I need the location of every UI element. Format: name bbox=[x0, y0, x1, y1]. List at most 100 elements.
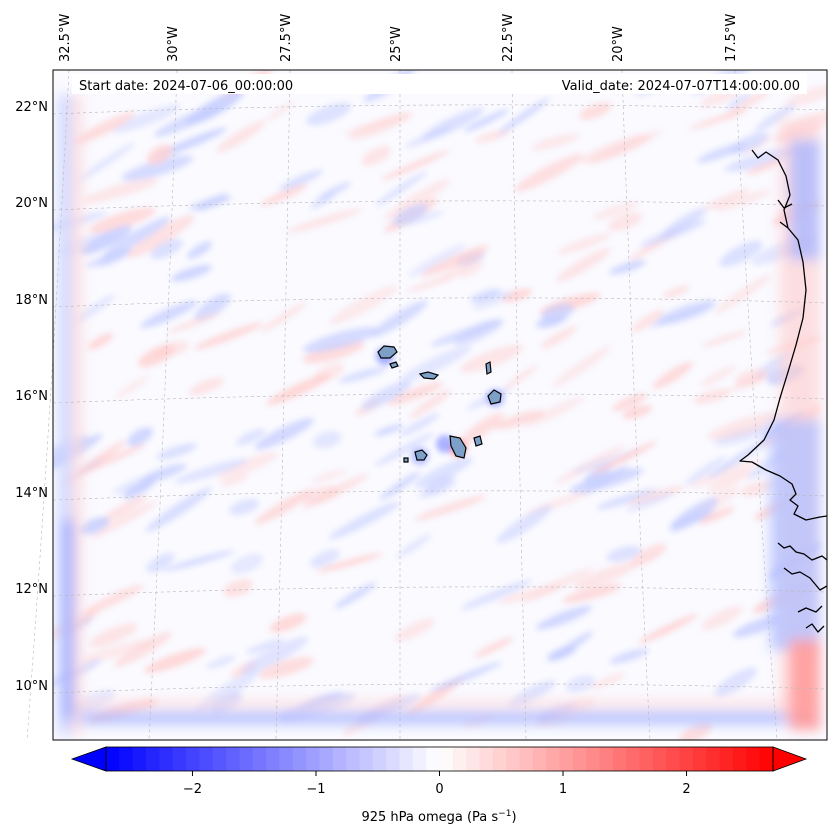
descent-streak bbox=[552, 346, 612, 388]
ascent-streak bbox=[102, 216, 171, 258]
descent-streak bbox=[381, 150, 450, 181]
colorbar-ticks: −2 −1 0 1 2 bbox=[183, 771, 691, 797]
descent-streak bbox=[707, 469, 754, 493]
colorbar-cell bbox=[106, 747, 120, 771]
ascent-streak bbox=[536, 605, 592, 630]
descent-streak bbox=[540, 326, 577, 349]
colorbar-cell bbox=[639, 747, 654, 771]
ascent-streak bbox=[399, 413, 440, 437]
start-date-text: Start date: 2024-07-06_00:00:00 bbox=[79, 79, 293, 94]
descent-streak bbox=[593, 201, 639, 220]
ascent-streak bbox=[306, 102, 351, 126]
colorbar-cell bbox=[746, 747, 761, 771]
ascent-streak bbox=[392, 203, 428, 226]
ascent-streak bbox=[399, 345, 472, 383]
meridian-line bbox=[148, 69, 178, 741]
descent-streak bbox=[144, 648, 206, 673]
descent-streak bbox=[167, 312, 221, 334]
descent-streak bbox=[693, 388, 732, 404]
ascent-streak bbox=[127, 427, 153, 447]
lon-label-22.5W: 22.5°W bbox=[501, 14, 516, 62]
ascent-streak bbox=[79, 516, 110, 535]
ascent-streak bbox=[374, 424, 404, 436]
colorbar-label-exponent: −1 bbox=[498, 809, 511, 819]
descent-streak bbox=[387, 382, 444, 406]
descent-streak bbox=[629, 543, 667, 567]
coast-detail-north bbox=[777, 199, 793, 229]
ascent-streak bbox=[625, 492, 675, 512]
descent-streak bbox=[260, 302, 307, 333]
colorbar-cell bbox=[559, 747, 574, 771]
ascent-streak bbox=[453, 318, 503, 346]
descent-streak bbox=[217, 451, 279, 480]
descent-streak bbox=[502, 288, 532, 303]
ascent-streak bbox=[150, 239, 183, 259]
descent-streak bbox=[302, 485, 341, 504]
colorbar-cells bbox=[106, 747, 774, 771]
lon-label-20W: 20°W bbox=[611, 26, 626, 62]
colorbar-cell bbox=[306, 747, 320, 771]
descent-streak bbox=[707, 411, 784, 440]
colorbar-cell bbox=[666, 747, 681, 771]
descent-streak bbox=[127, 214, 195, 258]
colorbar-cell bbox=[586, 747, 600, 771]
descent-streak bbox=[662, 285, 690, 299]
descent-streak bbox=[631, 309, 665, 332]
descent-streak bbox=[90, 501, 158, 539]
ascent-streak bbox=[194, 293, 231, 322]
descent-streak bbox=[746, 159, 783, 175]
ascent-streak bbox=[640, 219, 707, 247]
descent-streak bbox=[525, 396, 585, 427]
lon-label-27.5W: 27.5°W bbox=[279, 14, 294, 62]
ascent-streak bbox=[241, 636, 308, 674]
colorbar-cell bbox=[652, 747, 667, 771]
descent-streak bbox=[689, 459, 762, 488]
descent-streak bbox=[608, 212, 643, 232]
colorbar-cell bbox=[386, 747, 400, 771]
ascent-streak bbox=[609, 648, 649, 664]
parallel-line bbox=[52, 490, 828, 501]
descent-streak bbox=[219, 473, 249, 487]
descent-streak bbox=[715, 189, 771, 211]
island-omega-anomaly bbox=[436, 435, 454, 453]
descent-streak bbox=[700, 365, 736, 387]
map-frame bbox=[52, 69, 828, 741]
ascent-streak bbox=[460, 579, 533, 610]
coast-islands-south bbox=[797, 605, 825, 633]
descent-streak bbox=[87, 332, 114, 350]
colorbar-cell bbox=[492, 747, 507, 771]
colorbar-label: 925 hPa omega (Pa s−1) bbox=[361, 809, 516, 825]
ascent-streak bbox=[140, 300, 198, 328]
descent-streak bbox=[701, 605, 743, 630]
colorbar-tick-label: −1 bbox=[306, 782, 325, 797]
ascent-streak bbox=[414, 457, 473, 488]
ascent-streak bbox=[279, 170, 323, 191]
colorbar-cell bbox=[132, 747, 147, 771]
lat-label-12N: 12°N bbox=[15, 582, 48, 597]
ascent-streak bbox=[685, 456, 727, 485]
colorbar-cell bbox=[452, 747, 467, 771]
colorbar-extend-max bbox=[772, 746, 808, 772]
ascent-streak bbox=[541, 303, 575, 322]
colorbar-cell bbox=[226, 747, 240, 771]
ascent-streak bbox=[171, 264, 212, 282]
longitude-labels: 32.5°W 30°W 27.5°W 25°W 22.5°W 20°W 17.5… bbox=[58, 14, 739, 62]
descent-streak bbox=[79, 639, 154, 663]
ascent-streak bbox=[418, 478, 452, 499]
ascent-streak bbox=[596, 488, 658, 510]
ascent-streak bbox=[669, 497, 718, 532]
ascent-streak bbox=[206, 655, 236, 669]
ascent-streak bbox=[547, 645, 577, 661]
descent-streak bbox=[311, 469, 347, 483]
descent-streak bbox=[457, 261, 485, 279]
colorbar-cell bbox=[319, 747, 334, 771]
ascent-streak bbox=[463, 109, 509, 132]
ascent-streak bbox=[719, 240, 763, 267]
parallel-line bbox=[52, 200, 828, 211]
ascent-streak bbox=[75, 142, 135, 183]
colorbar-cell bbox=[519, 747, 534, 771]
descent-streak bbox=[287, 208, 362, 233]
colorbar-cell bbox=[199, 747, 214, 771]
ascent-streak bbox=[732, 616, 782, 638]
descent-streak bbox=[269, 613, 307, 633]
